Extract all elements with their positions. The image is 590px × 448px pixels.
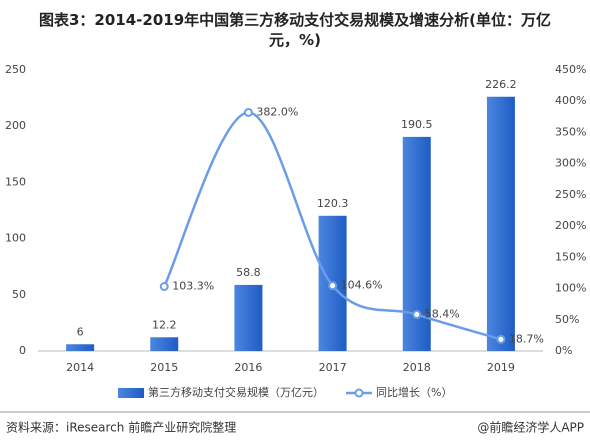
line-point [243,107,253,117]
x-tick-label: 2018 [403,361,431,374]
bar-label: 226.2 [485,78,517,91]
chart-title: 图表3：2014-2019年中国第三方移动支付交易规模及增速分析(单位：万亿元，… [39,11,551,49]
legend-marker [354,388,364,398]
y2-tick-label: 150% [555,250,586,263]
source: 资料来源：iResearch 前瞻产业研究院整理 [6,420,236,435]
line-point [412,310,422,320]
line [163,111,502,341]
line-label: 104.6% [341,279,383,292]
bar-label: 120.3 [317,197,349,210]
bar-label: 12.2 [152,318,177,331]
y2-tick-label: 450% [555,63,586,76]
line-label: 103.3% [172,279,214,292]
line-point [328,281,338,291]
y-tick-label: 0 [19,344,26,357]
x-tick-label: 2015 [150,361,178,374]
bar-label: 58.8 [236,266,261,279]
y2-tick-label: 250% [555,188,586,201]
line-label: 18.7% [509,332,544,345]
x-tick-label: 2019 [487,361,515,374]
x-tick-label: 2017 [319,361,347,374]
legend-swatch [118,388,144,398]
y2-tick-label: 350% [555,125,586,138]
y2-tick-label: 100% [555,282,586,295]
y-tick-label: 100 [5,232,26,245]
line-label: 382.0% [256,105,298,118]
legend-label: 同比增长（%） [376,385,452,399]
y2-tick-label: 400% [555,94,586,107]
bar-label: 6 [77,325,84,338]
brand: @前瞻经济学人APP [477,420,584,435]
x-tick-label: 2014 [66,361,94,374]
bar [234,284,263,351]
bar [486,96,515,352]
bar-label: 190.5 [401,118,433,131]
line-label: 58.4% [425,308,460,321]
y2-tick-label: 50% [555,313,579,326]
y2-tick-label: 300% [555,157,586,170]
bar [66,344,95,351]
line-point [496,334,506,344]
y-tick-label: 50 [12,288,26,301]
y-tick-label: 250 [5,63,26,76]
x-tick-label: 2016 [234,361,262,374]
y-tick-label: 150 [5,175,26,188]
legend-label: 第三方移动支付交易规模（万亿元） [148,385,324,399]
line-point [159,281,169,291]
y-tick-label: 200 [5,119,26,132]
y2-tick-label: 200% [555,219,586,232]
y2-tick-label: 0% [555,344,572,357]
bar [150,337,179,351]
